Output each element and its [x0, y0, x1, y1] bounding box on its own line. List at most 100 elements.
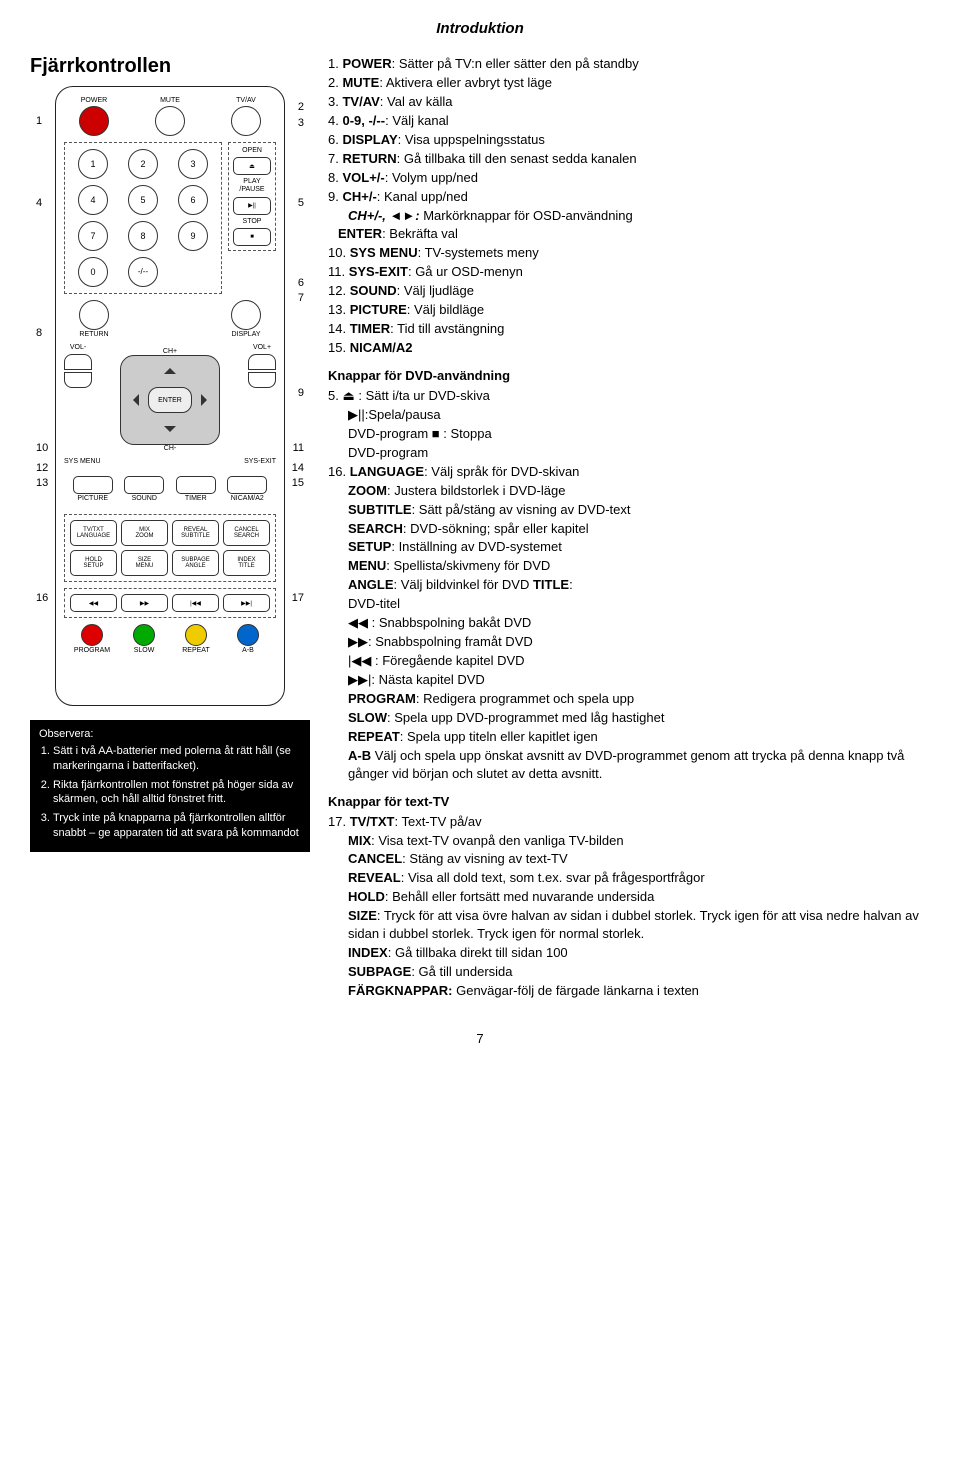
mute-label: MUTE: [150, 97, 190, 105]
program-label: PROGRAM: [72, 647, 112, 655]
txt-dvd-grid-1: TV/TXTLANGUAGE MIXZOOM REVEALSUBTITLE CA…: [64, 514, 276, 582]
display-button[interactable]: [231, 300, 261, 330]
display-label: DISPLAY: [226, 331, 266, 339]
timer-label: TIMER: [176, 495, 216, 503]
ref-11: 11: [293, 442, 304, 454]
ref-13: 13: [36, 477, 48, 489]
index-title-button[interactable]: INDEXTITLE: [223, 550, 270, 576]
playback-grid: ◀◀ ▶▶ |◀◀ ▶▶|: [64, 588, 276, 618]
return-button[interactable]: [79, 300, 109, 330]
slow-label: SLOW: [124, 647, 164, 655]
ref-6: 6: [298, 277, 304, 289]
ref-5: 5: [298, 197, 304, 209]
enter-button[interactable]: ENTER: [148, 387, 192, 413]
green-button[interactable]: [133, 624, 155, 646]
nicam-button[interactable]: [227, 476, 267, 494]
ref-10: 10: [36, 442, 48, 454]
rewind-button[interactable]: ◀◀: [70, 594, 117, 612]
power-button[interactable]: [79, 106, 109, 136]
blue-button[interactable]: [237, 624, 259, 646]
subpage-angle-button[interactable]: SUBPAGEANGLE: [172, 550, 219, 576]
sound-button[interactable]: [124, 476, 164, 494]
key-3[interactable]: 3: [178, 149, 208, 179]
tvav-label: TV/AV: [226, 97, 266, 105]
prev-button[interactable]: |◀◀: [172, 594, 219, 612]
ab-label: A-B: [228, 647, 268, 655]
ref-17: 17: [292, 592, 304, 604]
picture-label: PICTURE: [73, 495, 113, 503]
size-menu-button[interactable]: SIZEMENU: [121, 550, 168, 576]
volplus-label: VOL+: [253, 344, 271, 352]
ref-15: 15: [292, 477, 304, 489]
arrow-up-icon[interactable]: [164, 362, 176, 374]
note-box: Observera: Sätt i två AA-batterier med p…: [30, 720, 310, 852]
yellow-button[interactable]: [185, 624, 207, 646]
fastfwd-button[interactable]: ▶▶: [121, 594, 168, 612]
note-1: Sätt i två AA-batterier med polerna åt r…: [53, 744, 301, 774]
key-5[interactable]: 5: [128, 185, 158, 215]
key-7[interactable]: 7: [78, 221, 108, 251]
power-label: POWER: [74, 97, 114, 105]
key-0[interactable]: 0: [78, 257, 108, 287]
remote-body: 1 2 3 4 5 6 7 8 9 10 11 12 13 14 15 16 1…: [55, 86, 285, 706]
dvd-section-head: Knappar för DVD-användning: [328, 367, 930, 385]
txt-section-head: Knappar för text-TV: [328, 793, 930, 811]
tvtxt-lang-button[interactable]: TV/TXTLANGUAGE: [70, 520, 117, 546]
key-8[interactable]: 8: [128, 221, 158, 251]
stop-label: STOP: [233, 218, 271, 226]
sysmenu-label: SYS MENU: [64, 458, 101, 465]
note-2: Rikta fjärrkontrollen mot fönstret på hö…: [53, 778, 301, 808]
play-label: PLAY /PAUSE: [233, 178, 271, 193]
chplus-label: CH+: [105, 348, 235, 355]
cancel-search-button[interactable]: CANCELSEARCH: [223, 520, 270, 546]
ref-12: 12: [36, 462, 48, 474]
mix-zoom-button[interactable]: MIXZOOM: [121, 520, 168, 546]
note-3: Tryck inte på knapparna på fjärrkontroll…: [53, 811, 301, 841]
ref-2: 2: [298, 101, 304, 113]
repeat-label: REPEAT: [176, 647, 216, 655]
section-title: Fjärrkontrollen: [30, 55, 310, 78]
picture-button[interactable]: [73, 476, 113, 494]
play-pause-button[interactable]: ▶||: [233, 197, 271, 215]
key-dash[interactable]: -/--: [128, 257, 158, 287]
ref-4: 4: [36, 197, 42, 209]
nicam-label: NICAM/A2: [227, 495, 267, 503]
arrow-right-icon[interactable]: [201, 394, 213, 406]
ref-8: 8: [36, 327, 42, 339]
ref-1: 1: [36, 115, 42, 127]
arrow-down-icon[interactable]: [164, 426, 176, 438]
timer-button[interactable]: [176, 476, 216, 494]
dpad: CH+ ENTER CH-: [105, 348, 235, 448]
key-9[interactable]: 9: [178, 221, 208, 251]
chminus-label: CH-: [105, 445, 235, 452]
volplus-up[interactable]: [248, 354, 276, 370]
volminus-label: VOL-: [70, 344, 86, 352]
key-1[interactable]: 1: [78, 149, 108, 179]
key-2[interactable]: 2: [128, 149, 158, 179]
next-button[interactable]: ▶▶|: [223, 594, 270, 612]
stop-button[interactable]: ■: [233, 228, 271, 246]
ref-14: 14: [292, 462, 304, 474]
page-number: 7: [30, 1031, 930, 1046]
number-keypad: 1 2 3 4 5 6 7 8 9 0 -/--: [64, 142, 222, 294]
volminus-up[interactable]: [64, 354, 92, 370]
tvav-button[interactable]: [231, 106, 261, 136]
key-4[interactable]: 4: [78, 185, 108, 215]
sound-label: SOUND: [124, 495, 164, 503]
ref-3: 3: [298, 117, 304, 129]
open-label: OPEN: [233, 147, 271, 155]
reveal-subtitle-button[interactable]: REVEALSUBTITLE: [172, 520, 219, 546]
mute-button[interactable]: [155, 106, 185, 136]
page-header: Introduktion: [30, 20, 930, 37]
volplus-down[interactable]: [248, 372, 276, 388]
hold-setup-button[interactable]: HOLDSETUP: [70, 550, 117, 576]
note-head: Observera:: [39, 727, 301, 742]
key-6[interactable]: 6: [178, 185, 208, 215]
volminus-down[interactable]: [64, 372, 92, 388]
eject-button[interactable]: ⏏: [233, 157, 271, 175]
ref-9: 9: [298, 387, 304, 399]
arrow-left-icon[interactable]: [127, 394, 139, 406]
ref-7: 7: [298, 292, 304, 304]
sysexit-label: SYS-EXIT: [244, 458, 276, 465]
red-button[interactable]: [81, 624, 103, 646]
